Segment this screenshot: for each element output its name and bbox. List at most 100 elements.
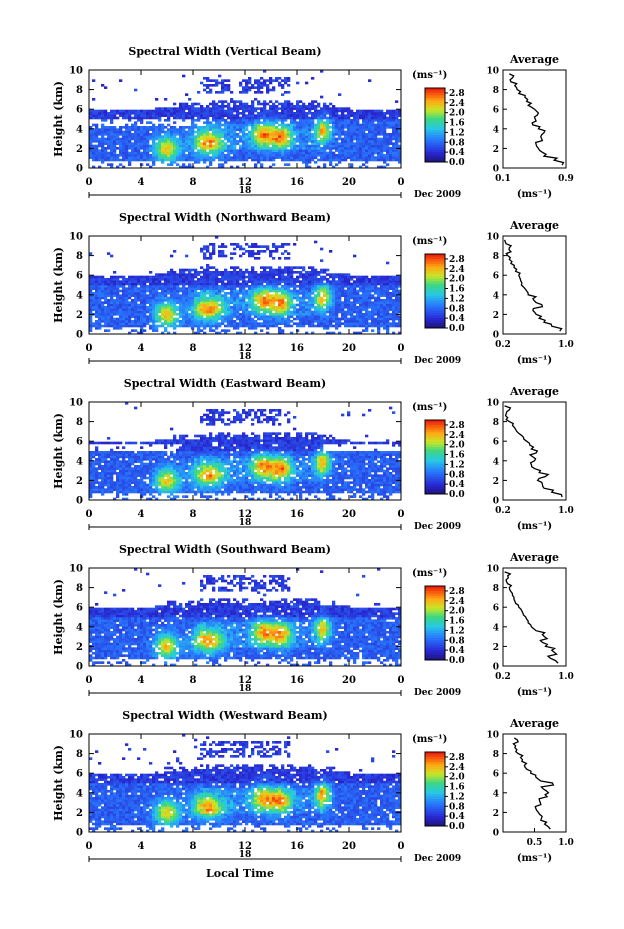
average-x-label: (ms⁻¹) bbox=[517, 521, 552, 532]
y-tick-label: 0 bbox=[76, 330, 83, 341]
average-y-tick-label: 0 bbox=[493, 663, 499, 673]
date-marker-label: 18 bbox=[239, 352, 252, 362]
average-x-label: (ms⁻¹) bbox=[517, 853, 552, 864]
average-profile: Average 0 2 4 6 8 10 0.5 1.0 (ms⁻¹) bbox=[486, 717, 573, 864]
x-tick-label: 0 bbox=[86, 841, 93, 852]
date-label: Dec 2009 bbox=[414, 190, 461, 200]
y-axis-label: Height (km) bbox=[52, 579, 65, 655]
colorbar-tick-label: 2.8 bbox=[449, 89, 465, 99]
colorbar-unit: (ms⁻¹) bbox=[412, 70, 447, 81]
x-tick-label: 0 bbox=[398, 343, 405, 354]
average-y-tick-label: 2 bbox=[493, 145, 499, 155]
colorbar-tick-label: 1.6 bbox=[449, 119, 465, 129]
average-y-tick-label: 6 bbox=[493, 770, 499, 780]
average-y-tick-label: 8 bbox=[493, 252, 499, 262]
average-y-tick-label: 0 bbox=[493, 497, 499, 507]
colorbar-tick-label: 2.8 bbox=[449, 753, 465, 763]
heatmap-cells bbox=[89, 734, 402, 833]
heatmap-cells bbox=[89, 236, 402, 335]
average-title: Average bbox=[509, 385, 559, 398]
y-tick-label: 0 bbox=[76, 496, 83, 507]
date-marker-label: 18 bbox=[239, 684, 252, 694]
x-tick-label: 4 bbox=[138, 343, 145, 354]
x-tick-label: 8 bbox=[190, 675, 197, 686]
average-x-label: (ms⁻¹) bbox=[517, 687, 552, 698]
average-x-tick-label: 0.5 bbox=[527, 838, 543, 848]
average-y-tick-label: 2 bbox=[493, 809, 499, 819]
heatmap-cells bbox=[89, 402, 402, 501]
x-tick-label: 20 bbox=[342, 177, 356, 188]
average-x-tick-label: 0.9 bbox=[558, 174, 574, 184]
y-tick-label: 8 bbox=[76, 417, 83, 428]
colorbar: 2.82.42.01.61.20.80.40.0 bbox=[424, 751, 465, 832]
colorbar-tick-label: 2.8 bbox=[449, 421, 465, 431]
colorbar-tick-label: 2.0 bbox=[449, 607, 465, 617]
average-x-tick-label: 1.0 bbox=[558, 506, 574, 516]
date-label: Dec 2009 bbox=[414, 854, 461, 864]
colorbar-tick-label: 1.6 bbox=[449, 783, 465, 793]
y-tick-label: 2 bbox=[76, 476, 83, 487]
average-x-label: (ms⁻¹) bbox=[517, 355, 552, 366]
y-tick-label: 2 bbox=[76, 310, 83, 321]
heatmap-cells bbox=[89, 70, 402, 169]
x-tick-label: 12 bbox=[238, 841, 252, 852]
y-tick-label: 8 bbox=[76, 749, 83, 760]
average-profile-line bbox=[512, 737, 555, 830]
average-y-tick-label: 10 bbox=[486, 565, 499, 575]
average-x-tick-label: 1.0 bbox=[558, 340, 574, 350]
average-x-tick-label: 1.0 bbox=[558, 838, 574, 848]
y-tick-label: 10 bbox=[69, 564, 83, 575]
y-tick-label: 10 bbox=[69, 730, 83, 741]
colorbar-unit: (ms⁻¹) bbox=[412, 236, 447, 247]
colorbar-tick-label: 0.0 bbox=[449, 822, 465, 832]
y-tick-label: 4 bbox=[76, 456, 83, 467]
colorbar: 2.82.42.01.61.20.80.40.0 bbox=[424, 87, 465, 168]
average-x-tick-label: 0.2 bbox=[495, 340, 511, 350]
colorbar-unit: (ms⁻¹) bbox=[412, 734, 447, 745]
colorbar-tick-label: 2.4 bbox=[449, 99, 465, 109]
x-tick-label: 4 bbox=[138, 675, 145, 686]
average-title: Average bbox=[509, 219, 559, 232]
colorbar-tick-label: 2.8 bbox=[449, 255, 465, 265]
average-y-tick-label: 6 bbox=[493, 438, 499, 448]
average-y-tick-label: 6 bbox=[493, 272, 499, 282]
average-y-tick-label: 0 bbox=[493, 331, 499, 341]
colorbar-tick-label: 0.8 bbox=[449, 138, 465, 148]
average-profile: Average 0 2 4 6 8 10 0.2 1.0 (ms⁻¹) bbox=[486, 385, 573, 532]
average-profile-line bbox=[503, 239, 563, 332]
colorbar-tick-label: 0.8 bbox=[449, 304, 465, 314]
x-tick-label: 16 bbox=[290, 841, 304, 852]
heatmap-cells bbox=[89, 568, 402, 667]
average-title: Average bbox=[509, 717, 559, 730]
average-y-tick-label: 2 bbox=[493, 477, 499, 487]
average-y-tick-label: 4 bbox=[493, 457, 499, 467]
colorbar-tick-label: 1.2 bbox=[449, 294, 465, 304]
y-tick-label: 8 bbox=[76, 251, 83, 262]
y-axis-label: Height (km) bbox=[52, 413, 65, 489]
y-tick-label: 6 bbox=[76, 105, 83, 116]
y-tick-label: 4 bbox=[76, 622, 83, 633]
average-y-tick-label: 6 bbox=[493, 604, 499, 614]
colorbar-tick-label: 0.4 bbox=[449, 148, 465, 158]
date-label: Dec 2009 bbox=[414, 522, 461, 532]
x-tick-label: 0 bbox=[398, 841, 405, 852]
panel-3: Spectral Width (Eastward Beam) 0 2 4 6 8 10 Hei… bbox=[52, 377, 574, 532]
colorbar-tick-label: 0.8 bbox=[449, 470, 465, 480]
x-tick-label: 20 bbox=[342, 675, 356, 686]
colorbar-tick-label: 0.4 bbox=[449, 812, 465, 822]
colorbar-tick-label: 2.8 bbox=[449, 587, 465, 597]
average-y-tick-label: 10 bbox=[486, 67, 499, 77]
average-y-tick-label: 2 bbox=[493, 311, 499, 321]
colorbar-tick-label: 2.4 bbox=[449, 265, 465, 275]
colorbar-tick-label: 2.4 bbox=[449, 597, 465, 607]
x-tick-label: 8 bbox=[190, 509, 197, 520]
x-tick-label: 20 bbox=[342, 841, 356, 852]
average-x-tick-label: 0.2 bbox=[495, 672, 511, 682]
colorbar-unit: (ms⁻¹) bbox=[412, 402, 447, 413]
average-y-tick-label: 4 bbox=[493, 291, 499, 301]
x-tick-label: 8 bbox=[190, 177, 197, 188]
date-label: Dec 2009 bbox=[414, 356, 461, 366]
colorbar-tick-label: 2.4 bbox=[449, 431, 465, 441]
panel-title: Spectral Width (Vertical Beam) bbox=[128, 45, 321, 58]
panel-2: Spectral Width (Northward Beam) 0 2 4 6 8 10 He… bbox=[52, 211, 574, 366]
